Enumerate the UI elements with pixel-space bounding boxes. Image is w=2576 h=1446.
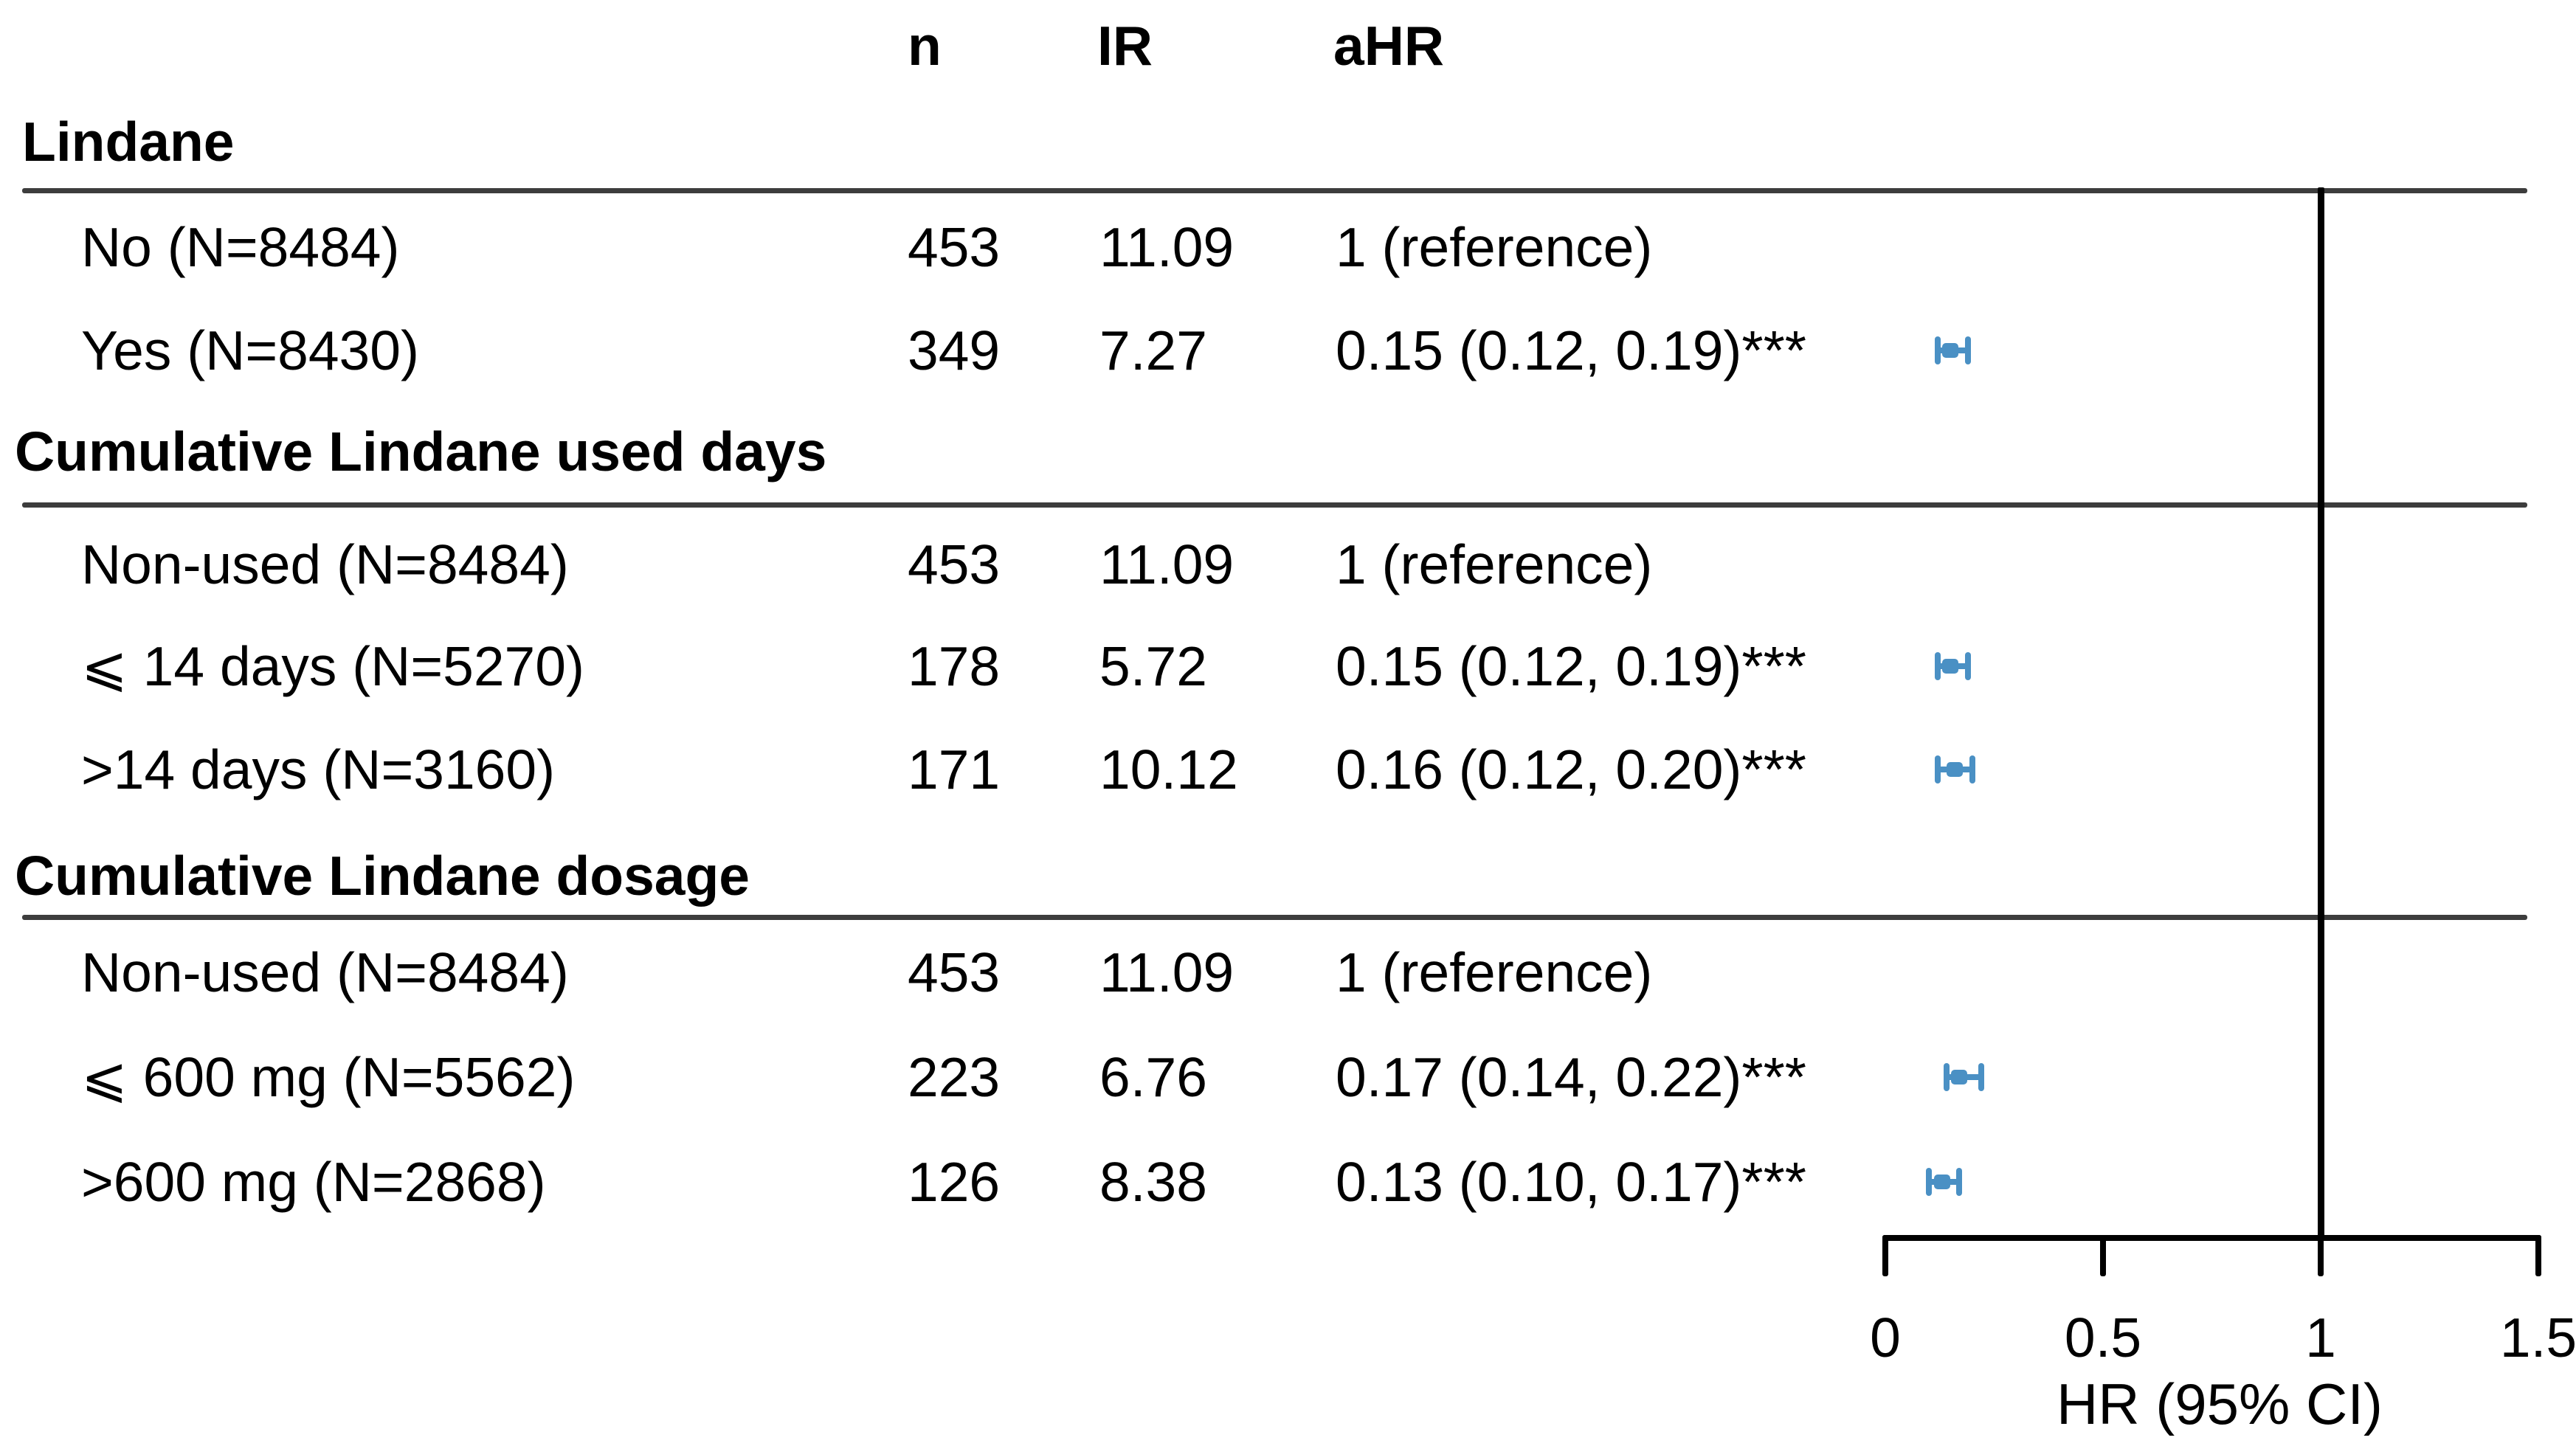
section-divider [22,915,2527,920]
x-axis-tick-label: 0.5 [2064,1307,2142,1369]
x-axis-tick [2318,1235,2324,1276]
hr-point [1947,762,1964,777]
hr-point [1942,659,1959,674]
ci-marker [1926,1168,1963,1196]
ci-cap-left [1934,336,1941,364]
table-row: ⩽ 14 days (N=5270) 178 5.72 0.15 (0.12, … [0,633,2576,699]
row-label: Non-used (N=8484) [81,533,569,595]
table-row: Yes (N=8430) 349 7.27 0.15 (0.12, 0.19)*… [0,317,2576,384]
row-ir: 8.38 [1099,1151,1207,1213]
ci-cap-right [1965,336,1972,364]
x-axis-line [1882,1235,2541,1241]
x-axis-title: HR (95% CI) [2056,1371,2383,1436]
row-ahr: 0.13 (0.10, 0.17)*** [1336,1151,1806,1213]
table-row: Non-used (N=8484) 453 11.09 1 (reference… [0,939,2576,1006]
row-ir: 11.09 [1099,216,1235,278]
row-ahr: 0.16 (0.12, 0.20)*** [1336,738,1806,800]
row-label: >14 days (N=3160) [81,738,556,800]
ci-marker [1943,1063,1984,1091]
hr-point [1942,343,1959,358]
row-ir: 7.27 [1099,319,1207,381]
row-n: 453 [908,216,1001,278]
section-title-dosage: Cumulative Lindane dosage [15,845,750,907]
row-n: 453 [908,941,1001,1003]
ci-marker [1934,336,1972,364]
row-n: 349 [908,319,1001,381]
row-ir: 11.09 [1099,941,1235,1003]
row-ahr: 0.15 (0.12, 0.19)*** [1336,635,1806,697]
x-axis-tick-label: 1 [2305,1307,2336,1369]
ci-cap-left [1926,1168,1932,1196]
x-axis-tick [2100,1235,2106,1276]
x-axis-tick [1882,1235,1888,1276]
row-n: 453 [908,533,1001,595]
row-label: ⩽ 600 mg (N=5562) [81,1046,576,1108]
row-ir: 11.09 [1099,533,1235,595]
row-ir: 6.76 [1099,1046,1207,1108]
ci-cap-right [1978,1063,1984,1091]
column-header-n: n [908,15,942,77]
column-header-ir: IR [1097,15,1153,77]
row-ir: 10.12 [1099,738,1238,800]
row-ir: 5.72 [1099,635,1207,697]
ci-cap-left [1934,755,1941,783]
ci-cap-left [1934,652,1941,680]
row-label: Non-used (N=8484) [81,941,569,1003]
table-row: >600 mg (N=2868) 126 8.38 0.13 (0.10, 0.… [0,1149,2576,1215]
row-ahr: 0.17 (0.14, 0.22)*** [1336,1046,1806,1108]
section-title-used-days: Cumulative Lindane used days [15,421,827,482]
ci-marker [1934,755,1975,783]
section-divider [22,188,2527,193]
row-n: 223 [908,1046,1001,1108]
ci-cap-right [1965,652,1972,680]
row-ahr: 1 (reference) [1336,533,1653,595]
section-title-lindane: Lindane [22,111,235,173]
table-row: Non-used (N=8484) 453 11.09 1 (reference… [0,531,2576,598]
row-n: 126 [908,1151,1001,1213]
row-label: ⩽ 14 days (N=5270) [81,635,584,697]
row-n: 178 [908,635,1001,697]
hr-point [1933,1175,1950,1189]
row-n: 171 [908,738,1001,800]
table-row: ⩽ 600 mg (N=5562) 223 6.76 0.17 (0.14, 0… [0,1044,2576,1110]
ci-cap-left [1943,1063,1950,1091]
row-ahr: 0.15 (0.12, 0.19)*** [1336,319,1806,381]
column-header-ahr: aHR [1333,15,1445,77]
x-axis-tick-label: 0 [1870,1307,1901,1369]
table-row: No (N=8484) 453 11.09 1 (reference) [0,214,2576,280]
hr-point [1951,1070,1968,1084]
reference-line-hr1 [2318,187,2324,1241]
row-ahr: 1 (reference) [1336,941,1653,1003]
ci-cap-right [1969,755,1975,783]
row-label: No (N=8484) [81,216,400,278]
ci-cap-right [1956,1168,1963,1196]
ci-marker [1934,652,1972,680]
row-ahr: 1 (reference) [1336,216,1653,278]
x-axis-tick-label: 1.5 [2499,1307,2576,1369]
section-divider [22,502,2527,508]
x-axis-tick [2535,1235,2541,1276]
row-label: Yes (N=8430) [81,319,419,381]
table-row: >14 days (N=3160) 171 10.12 0.16 (0.12, … [0,736,2576,803]
row-label: >600 mg (N=2868) [81,1151,546,1213]
